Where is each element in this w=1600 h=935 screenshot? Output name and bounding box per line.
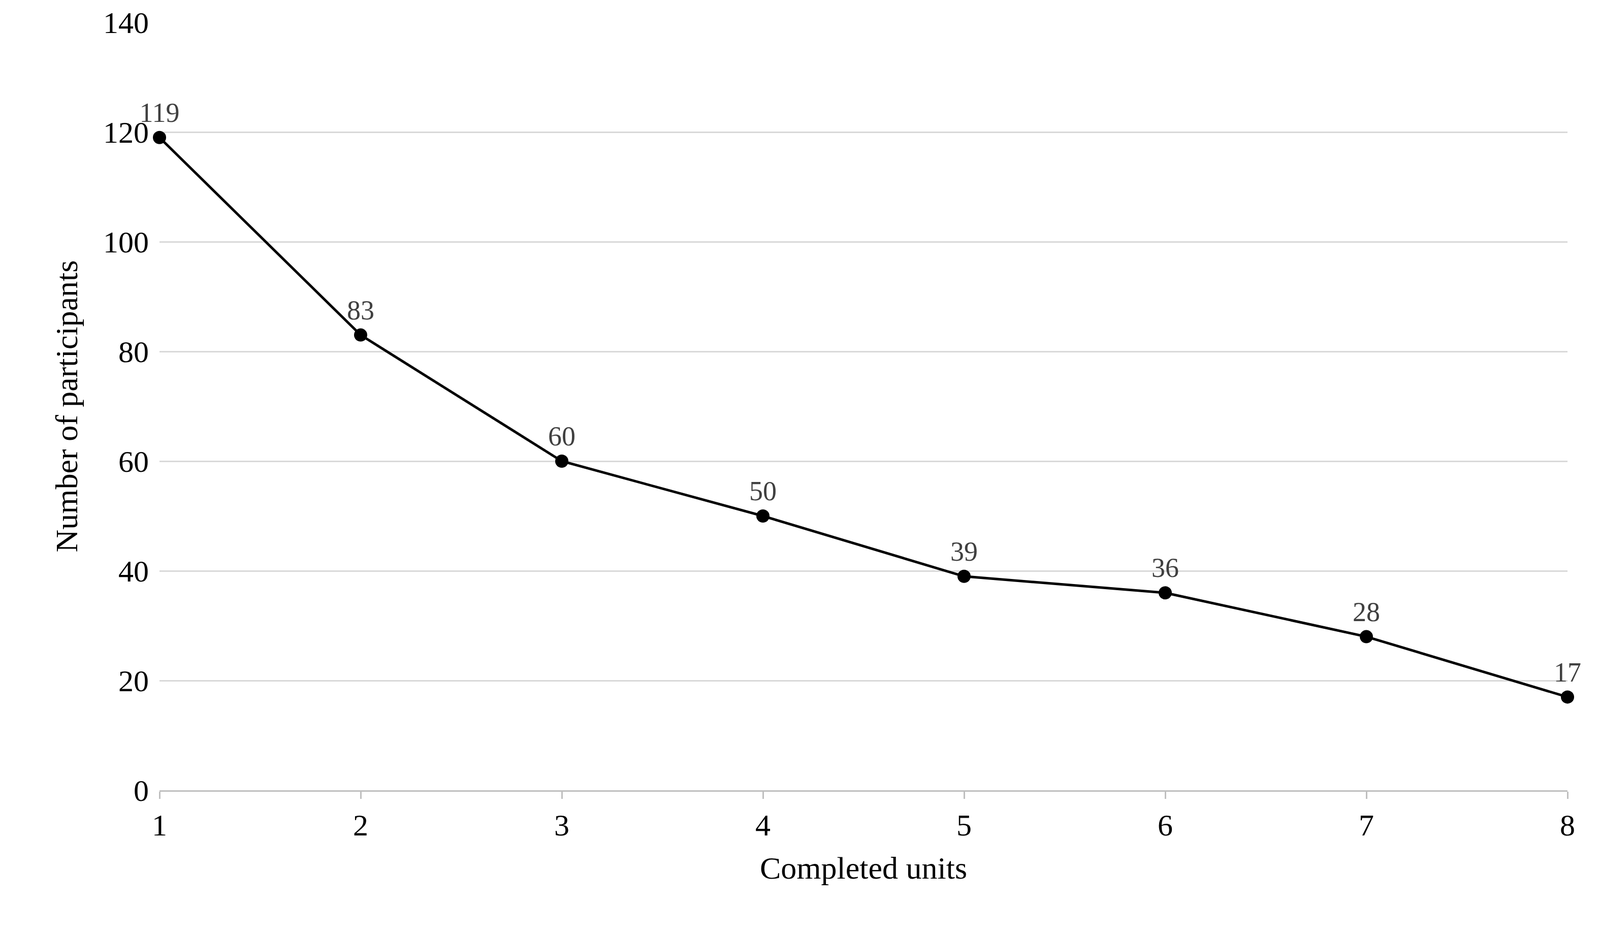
svg-text:5: 5	[956, 808, 972, 843]
svg-text:2: 2	[353, 808, 369, 843]
svg-text:80: 80	[118, 335, 149, 369]
svg-text:8: 8	[1559, 808, 1576, 843]
svg-text:140: 140	[103, 6, 149, 40]
svg-text:83: 83	[346, 295, 375, 326]
svg-text:4: 4	[755, 808, 771, 843]
svg-text:Number of participants: Number of participants	[49, 260, 84, 553]
svg-text:40: 40	[118, 554, 149, 589]
svg-text:20: 20	[118, 664, 149, 698]
svg-text:100: 100	[103, 225, 149, 260]
svg-text:17: 17	[1553, 657, 1582, 688]
svg-text:0: 0	[133, 774, 149, 808]
svg-text:6: 6	[1157, 808, 1173, 843]
svg-text:39: 39	[950, 536, 978, 567]
svg-text:28: 28	[1352, 596, 1381, 628]
svg-text:7: 7	[1358, 808, 1374, 843]
svg-text:3: 3	[554, 808, 570, 843]
svg-text:36: 36	[1151, 552, 1179, 584]
svg-text:Completed units: Completed units	[759, 850, 968, 886]
svg-text:50: 50	[749, 475, 777, 507]
svg-text:119: 119	[139, 97, 180, 128]
svg-text:1: 1	[151, 808, 168, 843]
svg-text:60: 60	[118, 444, 149, 479]
svg-text:60: 60	[548, 421, 576, 452]
svg-text:120: 120	[103, 115, 149, 150]
